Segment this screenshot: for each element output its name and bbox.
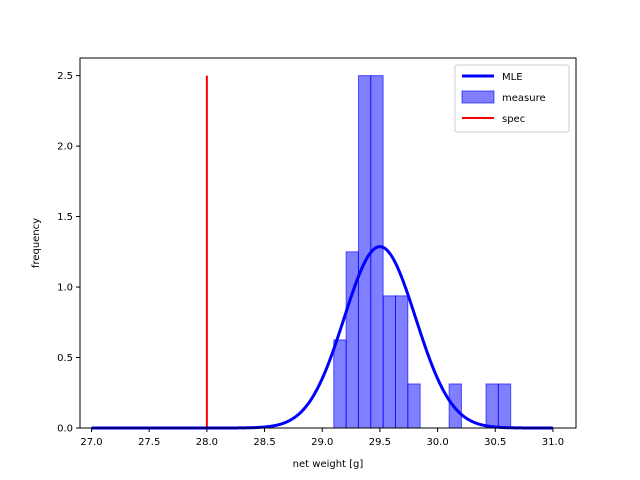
x-tick-label: 29.5	[369, 437, 391, 448]
histogram-bar	[485, 383, 499, 429]
x-axis-label: net weight [g]	[293, 459, 364, 470]
legend-measure-label: measure	[502, 93, 546, 104]
histogram-bar	[497, 383, 512, 429]
x-axis-ticks: 27.0 27.5 28.0 28.5 29.0 29.5 30.0 30.5 31.0	[80, 428, 564, 448]
legend: MLE measure spec	[454, 64, 570, 133]
legend-box	[454, 64, 570, 133]
legend-mle-label: MLE	[502, 72, 523, 83]
y-tick-label: 0.5	[57, 353, 73, 364]
x-tick-label: 27.5	[138, 437, 160, 448]
x-tick-label: 29.0	[311, 437, 333, 448]
x-tick-label: 30.5	[484, 437, 506, 448]
legend-measure-swatch	[461, 90, 495, 104]
y-axis-ticks: 0.0 0.5 1.0 1.5 2.0 2.5	[57, 71, 80, 435]
x-tick-label: 27.0	[80, 437, 102, 448]
y-tick-label: 0.0	[57, 424, 73, 435]
axes-frame	[79, 57, 577, 429]
y-tick-label: 2.0	[57, 142, 73, 153]
y-axis-label: frequency	[31, 218, 42, 268]
y-tick-label: 1.0	[57, 283, 73, 294]
x-tick-label: 31.0	[542, 437, 564, 448]
histogram-bar	[382, 295, 396, 429]
histogram-bar	[357, 75, 372, 429]
histogram-bar	[407, 383, 421, 429]
x-tick-label: 28.5	[253, 437, 275, 448]
histogram-bar	[333, 339, 347, 429]
histogram-bar	[448, 383, 462, 429]
x-tick-label: 28.0	[196, 437, 218, 448]
y-tick-label: 1.5	[57, 212, 73, 223]
x-tick-label: 30.0	[426, 437, 448, 448]
histogram-bar	[394, 295, 409, 429]
legend-spec-label: spec	[502, 114, 525, 125]
y-tick-label: 2.5	[57, 71, 73, 82]
histogram-bars	[333, 75, 512, 429]
